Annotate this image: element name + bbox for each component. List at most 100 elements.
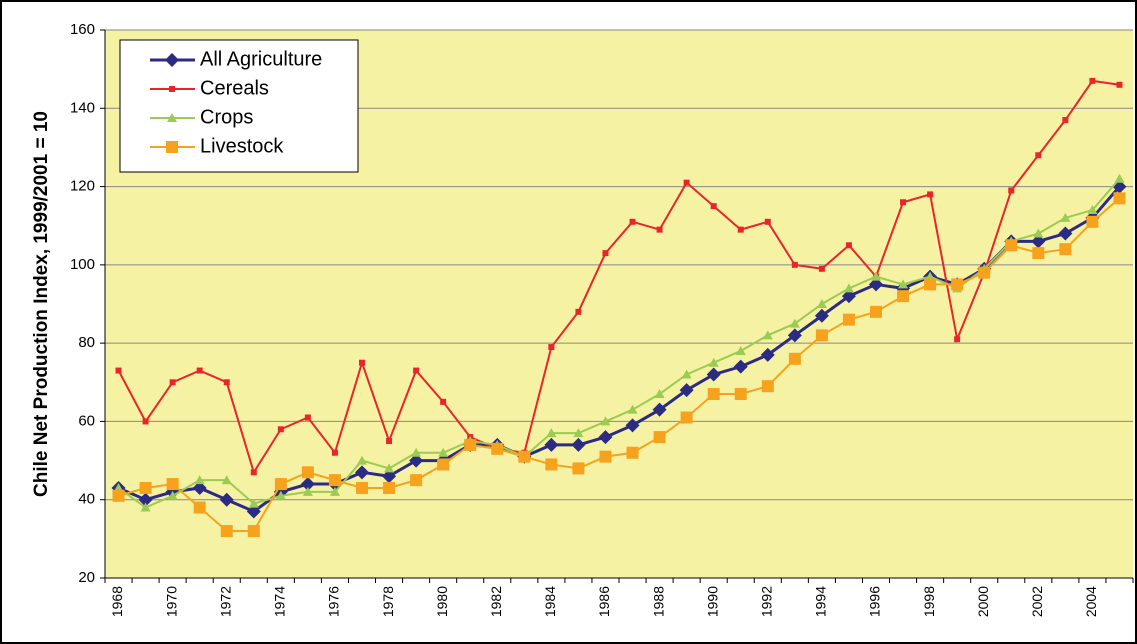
data-point <box>898 279 909 289</box>
data-point <box>814 308 829 323</box>
x-tick-label: 1986 <box>596 586 612 617</box>
data-point <box>602 250 609 257</box>
data-point <box>411 447 422 457</box>
data-point <box>329 486 340 496</box>
data-point <box>548 344 555 351</box>
data-point <box>900 199 907 206</box>
data-point <box>897 290 910 303</box>
data-point <box>760 347 775 362</box>
data-point <box>787 328 802 343</box>
data-point <box>841 289 856 304</box>
data-point <box>733 359 748 374</box>
data-point <box>302 486 313 496</box>
data-point <box>246 504 261 519</box>
y-tick-label: 60 <box>78 412 95 429</box>
legend-label: Livestock <box>200 135 284 157</box>
legend-marker <box>165 53 179 67</box>
data-point <box>842 313 855 326</box>
data-point <box>382 469 397 484</box>
data-point <box>140 502 151 512</box>
data-point <box>166 478 179 491</box>
x-tick-label: 1988 <box>650 586 666 617</box>
data-point <box>869 277 883 292</box>
data-point <box>196 367 203 374</box>
data-point <box>599 450 612 463</box>
data-point <box>629 218 636 225</box>
data-point <box>708 357 719 367</box>
data-point <box>219 492 234 507</box>
y-tick-label: 40 <box>78 491 95 508</box>
y-tick-label: 140 <box>70 99 95 116</box>
data-point <box>954 336 961 343</box>
data-point <box>301 466 314 479</box>
data-point <box>518 450 531 463</box>
data-point <box>924 278 937 291</box>
data-point <box>679 383 694 398</box>
data-point <box>951 278 964 291</box>
data-point <box>1005 239 1018 252</box>
data-point <box>112 489 125 502</box>
x-tick-label: 1978 <box>380 586 396 617</box>
data-point <box>1114 173 1125 183</box>
data-point <box>142 418 149 425</box>
legend-label: Crops <box>200 106 253 128</box>
x-tick-label: 2002 <box>1029 586 1045 617</box>
data-point <box>1089 77 1096 84</box>
data-point <box>737 226 744 233</box>
data-point <box>818 265 825 272</box>
data-point <box>1116 81 1123 88</box>
data-point <box>1086 215 1099 228</box>
x-tick-label: 1984 <box>542 586 558 617</box>
data-point <box>169 379 176 386</box>
data-point <box>223 379 230 386</box>
data-point <box>275 490 286 500</box>
data-point <box>571 437 586 452</box>
data-point <box>409 453 424 468</box>
data-point <box>300 477 315 492</box>
data-point <box>194 475 205 485</box>
data-point <box>1008 187 1015 194</box>
data-point <box>788 352 801 365</box>
data-point <box>764 218 771 225</box>
data-point <box>1035 152 1042 159</box>
data-point <box>413 367 420 374</box>
legend-label: All Agriculture <box>200 48 322 70</box>
y-tick-label: 120 <box>70 178 95 195</box>
data-point <box>735 345 746 355</box>
data-point <box>328 474 341 487</box>
x-tick-label: 2000 <box>975 586 991 617</box>
data-point <box>113 482 124 492</box>
data-point <box>115 367 122 374</box>
data-point <box>356 481 368 494</box>
data-point <box>927 191 934 198</box>
x-tick-label: 1990 <box>704 586 720 617</box>
data-point <box>1060 212 1071 222</box>
data-point <box>410 474 423 487</box>
legend-marker <box>166 141 178 153</box>
x-tick-label: 1982 <box>488 586 504 617</box>
data-point <box>707 388 720 401</box>
data-point <box>1113 192 1126 205</box>
data-point <box>357 455 367 465</box>
data-point <box>331 449 338 456</box>
data-point <box>680 411 693 424</box>
data-point <box>221 475 232 485</box>
data-point <box>464 438 477 451</box>
data-point <box>761 380 774 393</box>
data-point <box>1058 226 1073 241</box>
data-point <box>1059 243 1072 256</box>
data-point <box>710 203 717 210</box>
data-point <box>683 179 690 186</box>
data-point <box>247 525 260 538</box>
data-point <box>572 462 585 475</box>
data-point <box>734 388 747 401</box>
data-point <box>304 414 311 421</box>
data-point <box>762 330 773 340</box>
data-point <box>598 430 613 445</box>
data-point <box>871 271 881 281</box>
data-point <box>626 446 639 459</box>
data-point <box>220 525 233 538</box>
data-point <box>1031 234 1046 249</box>
data-point <box>250 469 257 476</box>
